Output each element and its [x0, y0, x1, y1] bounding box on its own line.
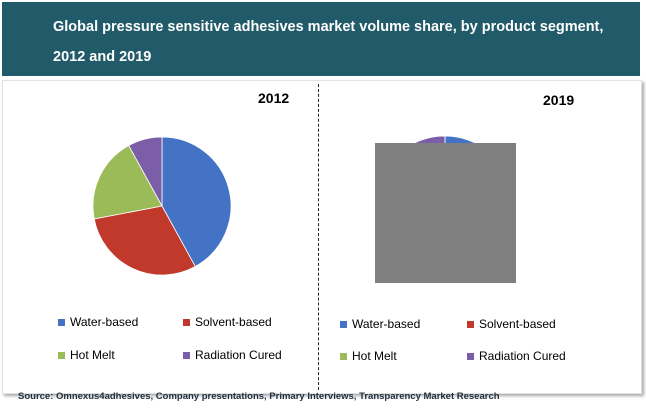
legend-item-solvent-based-2012: Solvent-based [183, 315, 272, 329]
panel-divider [318, 84, 319, 390]
legend-item-hot-melt-2012: Hot Melt [58, 348, 115, 362]
legend-item-water-based-2012: Water-based [58, 315, 138, 329]
chart-title: Global pressure sensitive adhesives mark… [53, 12, 623, 72]
title-banner: Global pressure sensitive adhesives mark… [2, 2, 640, 76]
legend-swatch-hot-melt [58, 351, 65, 359]
legend-item-solvent-based-2019: Solvent-based [467, 317, 556, 331]
chart-title-line-1: Global pressure sensitive adhesives mark… [53, 19, 604, 35]
legend-label-water-based: Water-based [70, 315, 139, 329]
pie-2019-title: 2019 [543, 92, 575, 108]
pie-slice-hot-melt-2012 [92, 144, 163, 220]
legend-swatch-radiation-cured [467, 352, 474, 360]
occluding-gray-box [375, 143, 516, 283]
legend-swatch-solvent-based [467, 320, 474, 328]
legend-label-hot-melt: Hot Melt [352, 349, 397, 363]
chart-title-line-2: 2012 and 2019 [53, 49, 152, 65]
legend-swatch-radiation-cured [183, 351, 190, 359]
pie-2012-title: 2012 [258, 90, 290, 106]
legend-label-water-based: Water-based [352, 317, 421, 331]
legend-item-radiation-cured-2012: Radiation Cured [183, 348, 282, 362]
pie-slice-radiation-cured-2012 [128, 136, 163, 207]
legend-label-solvent-based: Solvent-based [479, 317, 556, 331]
legend-swatch-water-based [340, 320, 347, 328]
legend-swatch-solvent-based [183, 318, 190, 326]
pie-slice-solvent-based-2012 [93, 205, 196, 276]
legend-item-hot-melt-2019: Hot Melt [340, 349, 397, 363]
legend-label-radiation-cured: Radiation Cured [195, 348, 282, 362]
legend-label-hot-melt: Hot Melt [70, 348, 115, 362]
source-note: Source: Omnexus4adhesives, Company prese… [18, 391, 500, 402]
legend-item-water-based-2019: Water-based [340, 317, 420, 331]
pie-chart-2012 [92, 136, 232, 276]
legend-label-radiation-cured: Radiation Cured [479, 349, 566, 363]
legend-swatch-hot-melt [340, 352, 347, 360]
legend-label-solvent-based: Solvent-based [195, 315, 272, 329]
legend-swatch-water-based [58, 318, 65, 326]
legend-item-radiation-cured-2019: Radiation Cured [467, 349, 566, 363]
pie-slice-water-based-2012 [161, 136, 232, 268]
